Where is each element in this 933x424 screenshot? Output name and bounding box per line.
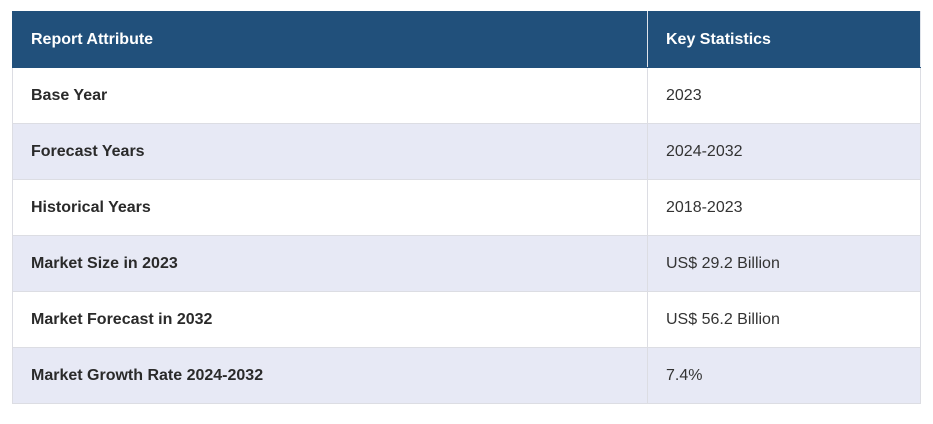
stats-table: Report Attribute Key Statistics Base Yea…	[12, 11, 921, 404]
header-row: Report Attribute Key Statistics	[12, 11, 921, 68]
table-row: Base Year 2023	[12, 67, 921, 124]
statistic-cell: US$ 29.2 Billion	[647, 235, 921, 292]
statistic-cell: 2024-2032	[647, 123, 921, 180]
attribute-cell: Market Forecast in 2032	[12, 291, 648, 348]
attribute-cell: Market Growth Rate 2024-2032	[12, 347, 648, 404]
statistic-cell: 2023	[647, 67, 921, 124]
header-cell: Report Attribute	[12, 11, 648, 68]
table-row: Market Growth Rate 2024-2032 7.4%	[12, 347, 921, 404]
table-row: Forecast Years 2024-2032	[12, 123, 921, 180]
attribute-cell: Historical Years	[12, 179, 648, 236]
attribute-cell: Market Size in 2023	[12, 235, 648, 292]
attribute-cell: Forecast Years	[12, 123, 648, 180]
attribute-cell: Base Year	[12, 67, 648, 124]
table-row: Historical Years 2018-2023	[12, 179, 921, 236]
stats-table-container: Report Attribute Key Statistics Base Yea…	[12, 11, 921, 404]
statistic-cell: 7.4%	[647, 347, 921, 404]
table-row: Market Size in 2023 US$ 29.2 Billion	[12, 235, 921, 292]
table-row: Market Forecast in 2032 US$ 56.2 Billion	[12, 291, 921, 348]
statistic-cell: US$ 56.2 Billion	[647, 291, 921, 348]
header-cell: Key Statistics	[647, 11, 921, 68]
statistic-cell: 2018-2023	[647, 179, 921, 236]
